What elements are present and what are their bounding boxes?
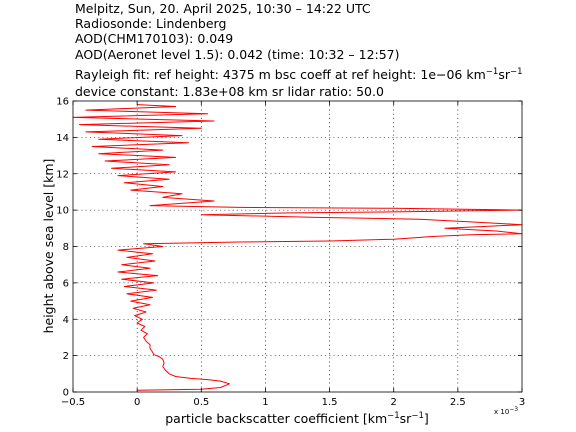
y-tick-label: 8 bbox=[63, 242, 69, 253]
header-line-1: Melpitz, Sun, 20. April 2025, 10:30 – 14… bbox=[75, 1, 371, 16]
x-axis-label-end: ] bbox=[424, 411, 429, 426]
x-axis-label-main: particle backscatter coefficient [km bbox=[165, 411, 387, 426]
header-line-5-sup1: −1 bbox=[486, 67, 499, 77]
backscatter-profile-line bbox=[72, 104, 523, 391]
header-line-5-text: Rayleigh fit: ref height: 4375 m bsc coe… bbox=[75, 67, 486, 82]
x-tick-label: 0 bbox=[134, 397, 140, 408]
x-axis-label: particle backscatter coefficient [km−1sr… bbox=[165, 411, 429, 426]
header-line-2: Radiosonde: Lindenberg bbox=[75, 16, 226, 31]
y-tick-label: 10 bbox=[56, 206, 69, 217]
y-tick-label: 0 bbox=[63, 388, 69, 399]
x-tick-label: 0.5 bbox=[193, 397, 209, 408]
y-tick-label: 6 bbox=[63, 278, 69, 289]
header-line-6: device constant: 1.83e+08 km sr lidar ra… bbox=[75, 84, 384, 99]
header-line-5-sup2: −1 bbox=[510, 67, 523, 77]
x-axis-label-mid: sr bbox=[400, 411, 413, 426]
header-block: Melpitz, Sun, 20. April 2025, 10:30 – 14… bbox=[75, 1, 523, 99]
x-axis-multiplier-exp: −3 bbox=[509, 406, 518, 413]
grid-lines bbox=[73, 101, 522, 392]
x-tick-label: 1.5 bbox=[322, 397, 338, 408]
y-tick-label: 12 bbox=[56, 169, 69, 180]
header-line-5-mid: sr bbox=[498, 67, 511, 82]
x-tick-label: 1 bbox=[262, 397, 268, 408]
x-tick-label: 3 bbox=[519, 397, 525, 408]
x-axis-label-text: particle backscatter coefficient [km−1sr… bbox=[165, 411, 429, 426]
x-axis-multiplier: x 10−3 bbox=[494, 406, 518, 416]
y-axis-label: height above sea level [km] bbox=[41, 159, 56, 334]
y-tick-label: 14 bbox=[56, 133, 69, 144]
series-layer bbox=[72, 104, 523, 391]
x-tick-label: −0.5 bbox=[61, 397, 85, 408]
y-tick-label: 2 bbox=[63, 351, 69, 362]
x-tick-label: 2.5 bbox=[450, 397, 466, 408]
x-axis-label-sup2: −1 bbox=[411, 411, 424, 421]
x-axis-label-sup1: −1 bbox=[387, 411, 400, 421]
y-tick-label: 4 bbox=[63, 315, 69, 326]
header-line-4: AOD(Aeronet level 1.5): 0.042 (time: 10:… bbox=[75, 47, 400, 62]
header-line-3: AOD(CHM170103): 0.049 bbox=[75, 31, 233, 46]
x-tick-label: 2 bbox=[391, 397, 397, 408]
x-axis-multiplier-base: x 10 bbox=[494, 408, 509, 416]
y-tick-label: 16 bbox=[56, 97, 69, 108]
header-line-5: Rayleigh fit: ref height: 4375 m bsc coe… bbox=[75, 67, 523, 82]
